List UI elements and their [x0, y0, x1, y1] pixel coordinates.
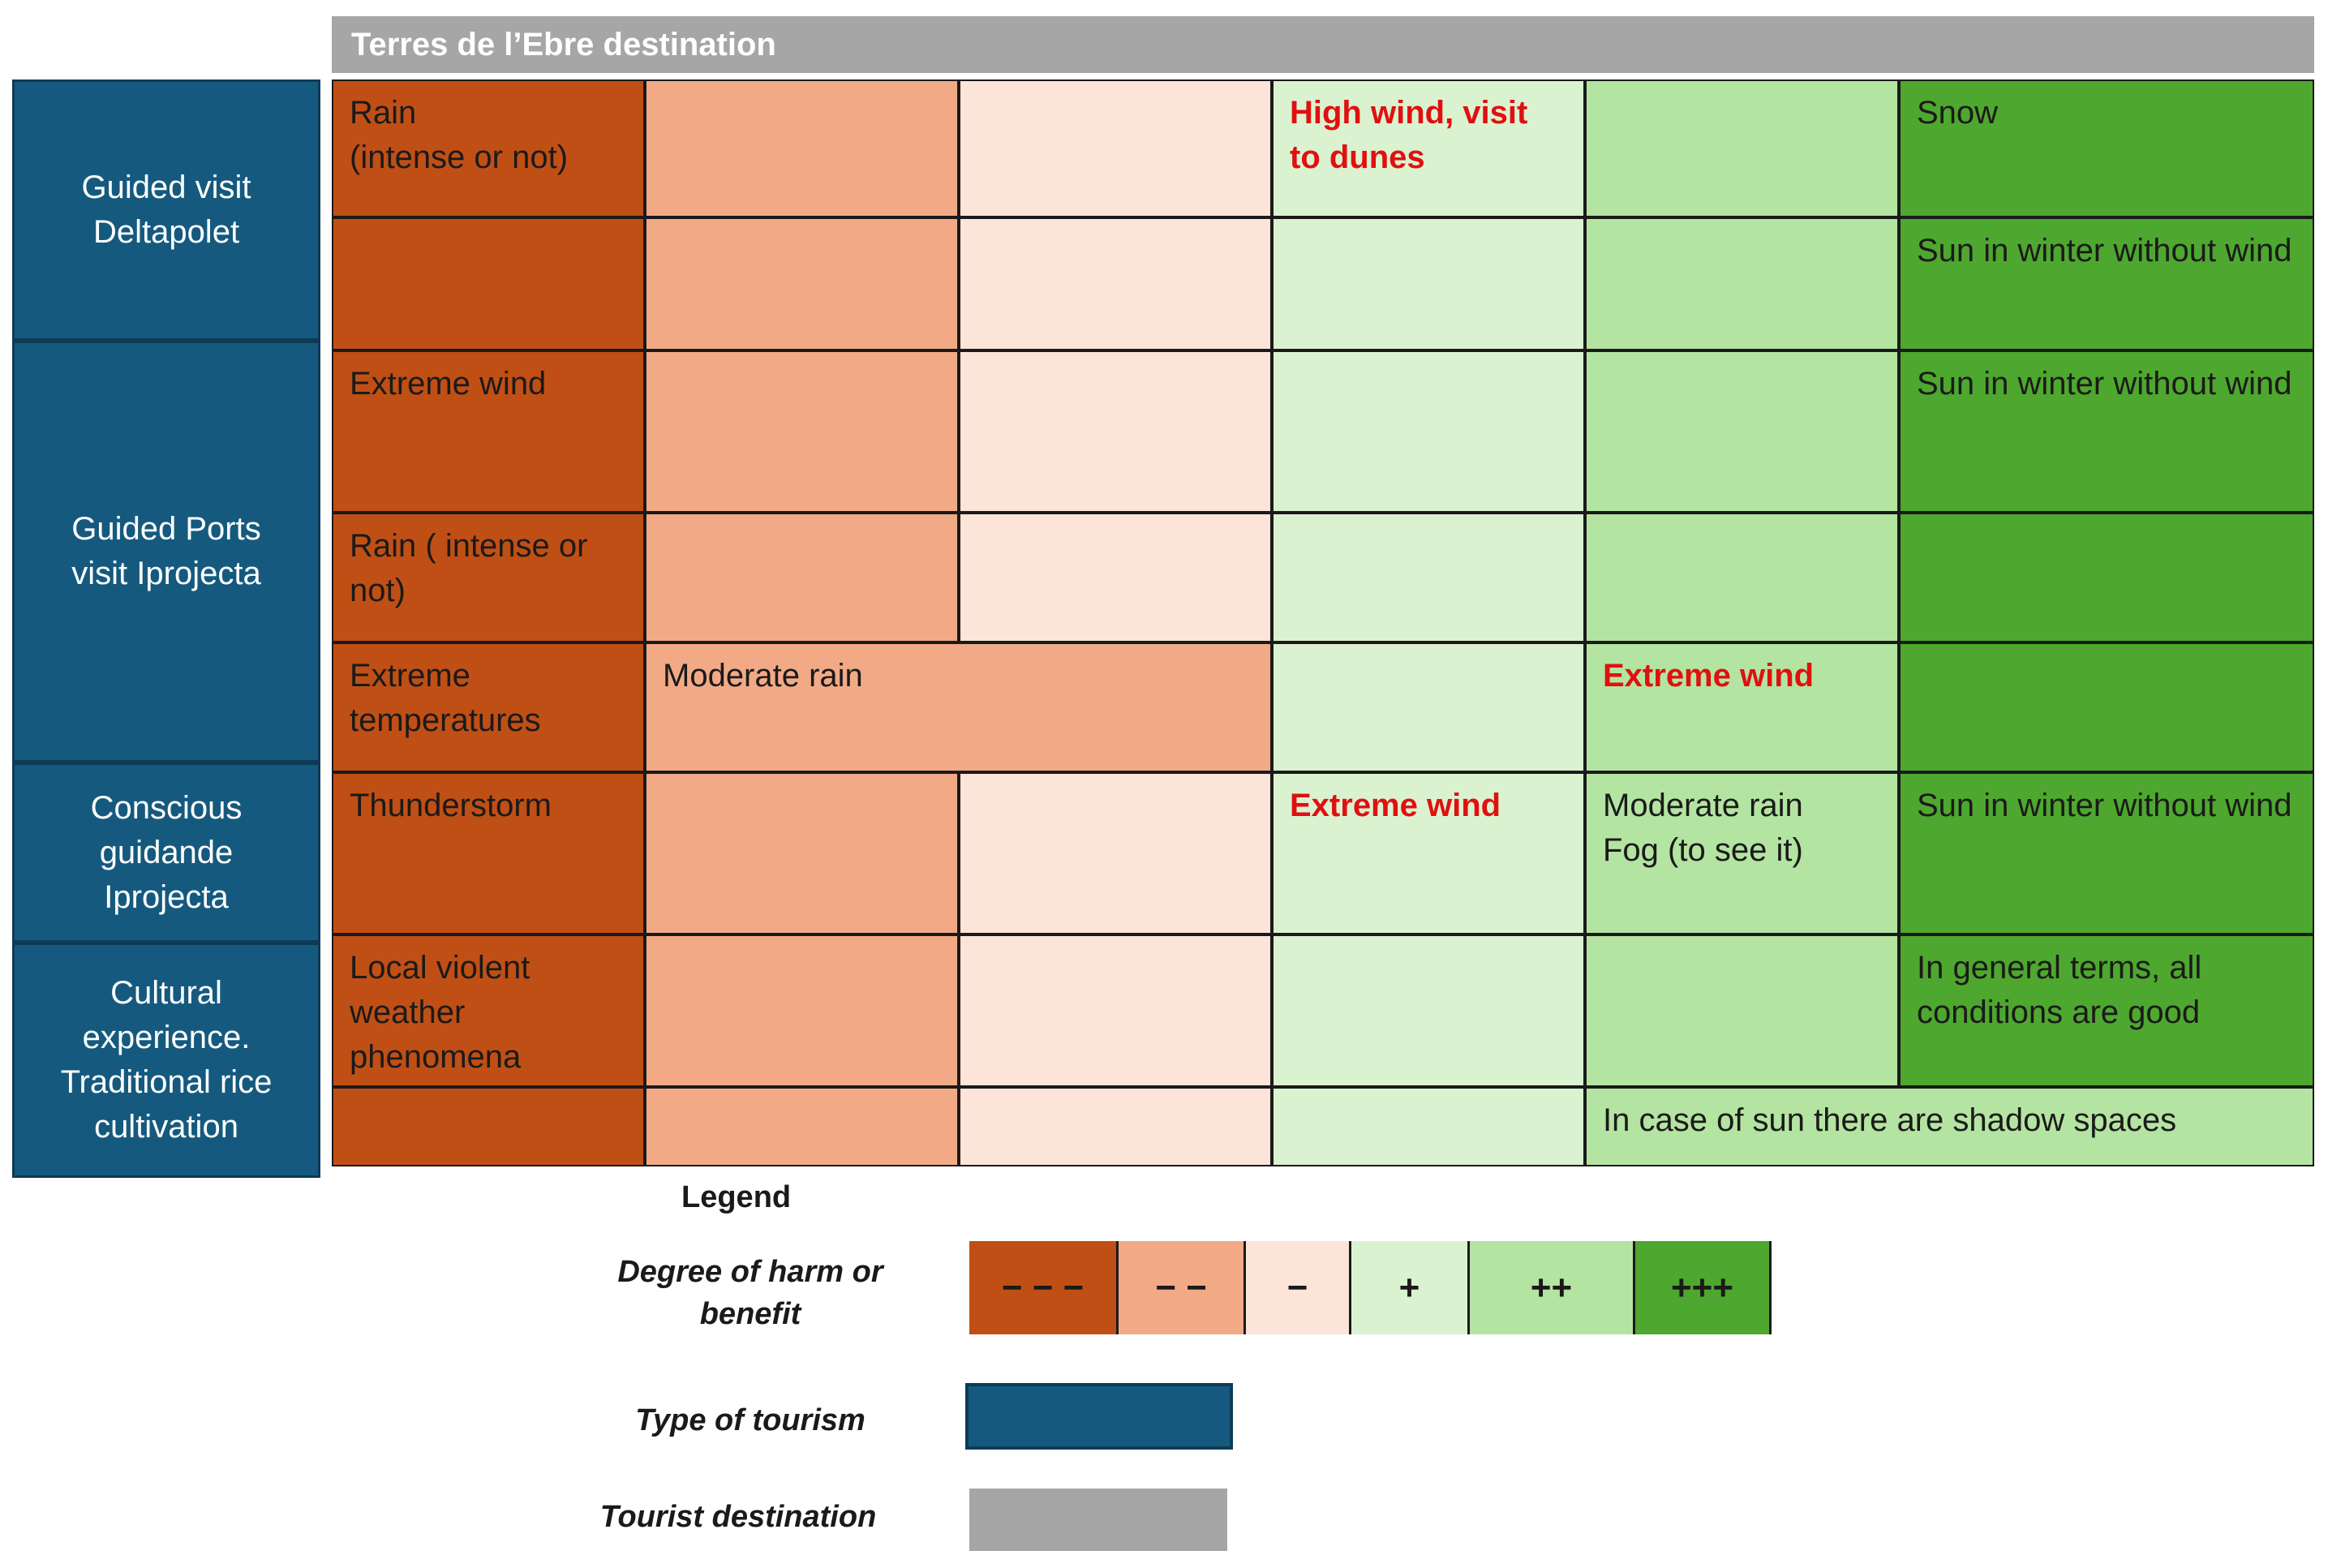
impact-cell: Moderate rain [645, 642, 1272, 772]
scale-cell-beneficial: ++ [1470, 1241, 1635, 1334]
scale-cell-harmful: − − [1119, 1241, 1246, 1334]
impact-cell: Thunderstorm [332, 772, 645, 934]
tourism-type-label: Guided Ports visit Iprojecta [71, 511, 261, 591]
scale-cell-slightly-harmful: − [1246, 1241, 1351, 1334]
tourism-type-label: Conscious guidande Iprojecta [90, 789, 243, 915]
legend-dest-swatch [969, 1489, 1227, 1551]
impact-cell: Extreme wind [332, 350, 645, 513]
impact-cell [1585, 934, 1899, 1087]
legend-scale: − − − − − − + ++ +++ [969, 1241, 1772, 1334]
impact-cell: Moderate rain Fog (to see it) [1585, 772, 1899, 934]
impact-cell [645, 513, 959, 642]
legend-type-swatch [965, 1383, 1233, 1450]
impact-cell: Sun in winter without wind [1899, 772, 2314, 934]
impact-cell [959, 1087, 1272, 1166]
impact-cell [645, 934, 959, 1087]
impact-cell [1585, 350, 1899, 513]
tourism-type-cultural: Cultural experience. Traditional rice cu… [12, 943, 320, 1178]
impact-cell [959, 350, 1272, 513]
impact-cell [959, 217, 1272, 350]
scale-cell-very-beneficial: +++ [1635, 1241, 1772, 1334]
impact-cell: Rain ( intense or not) [332, 513, 645, 642]
tourism-type-conscious: Conscious guidande Iprojecta [12, 763, 320, 943]
impact-cell: Extreme temperatures [332, 642, 645, 772]
impact-cell [959, 772, 1272, 934]
legend-title: Legend [681, 1180, 792, 1214]
impact-cell [959, 934, 1272, 1087]
impact-cell [1899, 642, 2314, 772]
impact-cell [1272, 642, 1585, 772]
tourism-type-deltapolet: Guided visit Deltapolet [12, 79, 320, 341]
impact-cell: Extreme wind [1585, 642, 1899, 772]
impact-cell [1585, 217, 1899, 350]
impact-cell [645, 1087, 959, 1166]
impact-cell [1585, 79, 1899, 217]
impact-cell: Sun in winter without wind [1899, 350, 2314, 513]
tourism-type-label: Guided visit Deltapolet [81, 170, 251, 250]
impact-cell [1272, 1087, 1585, 1166]
impact-cell [1272, 934, 1585, 1087]
impact-cell: In general terms, all conditions are goo… [1899, 934, 2314, 1087]
impact-cell [959, 79, 1272, 217]
impact-cell [1899, 513, 2314, 642]
impact-cell [645, 350, 959, 513]
impact-cell [1272, 350, 1585, 513]
impact-cell: Local violent weather phenomena [332, 934, 645, 1087]
impact-cell: Snow [1899, 79, 2314, 217]
legend-dest-label: Tourist destination [599, 1500, 877, 1534]
destination-title: Terres de l’Ebre destination [351, 27, 776, 62]
impact-cell: High wind, visit to dunes [1272, 79, 1585, 217]
impact-cell [959, 513, 1272, 642]
scale-cell-slightly-beneficial: + [1351, 1241, 1470, 1334]
legend-degree-label: Degree of harm or benefit [617, 1255, 883, 1331]
impact-cell: Extreme wind [1272, 772, 1585, 934]
impact-cell: In case of sun there are shadow spaces [1585, 1087, 2314, 1166]
impact-cell [645, 79, 959, 217]
impact-cell [645, 217, 959, 350]
legend-type-label: Type of tourism [635, 1403, 865, 1437]
tourism-type-label: Cultural experience. Traditional rice cu… [60, 975, 273, 1145]
destination-header: Terres de l’Ebre destination [332, 16, 2314, 73]
impact-cell [1272, 513, 1585, 642]
impact-cell: Rain (intense or not) [332, 79, 645, 217]
impact-cell [332, 1087, 645, 1166]
impact-cell [645, 772, 959, 934]
tourism-type-ports: Guided Ports visit Iprojecta [12, 341, 320, 763]
impact-cell [332, 217, 645, 350]
impact-cell [1272, 217, 1585, 350]
scale-cell-very-harmful: − − − [969, 1241, 1119, 1334]
impact-cell [1585, 513, 1899, 642]
impact-cell: Sun in winter without wind [1899, 217, 2314, 350]
